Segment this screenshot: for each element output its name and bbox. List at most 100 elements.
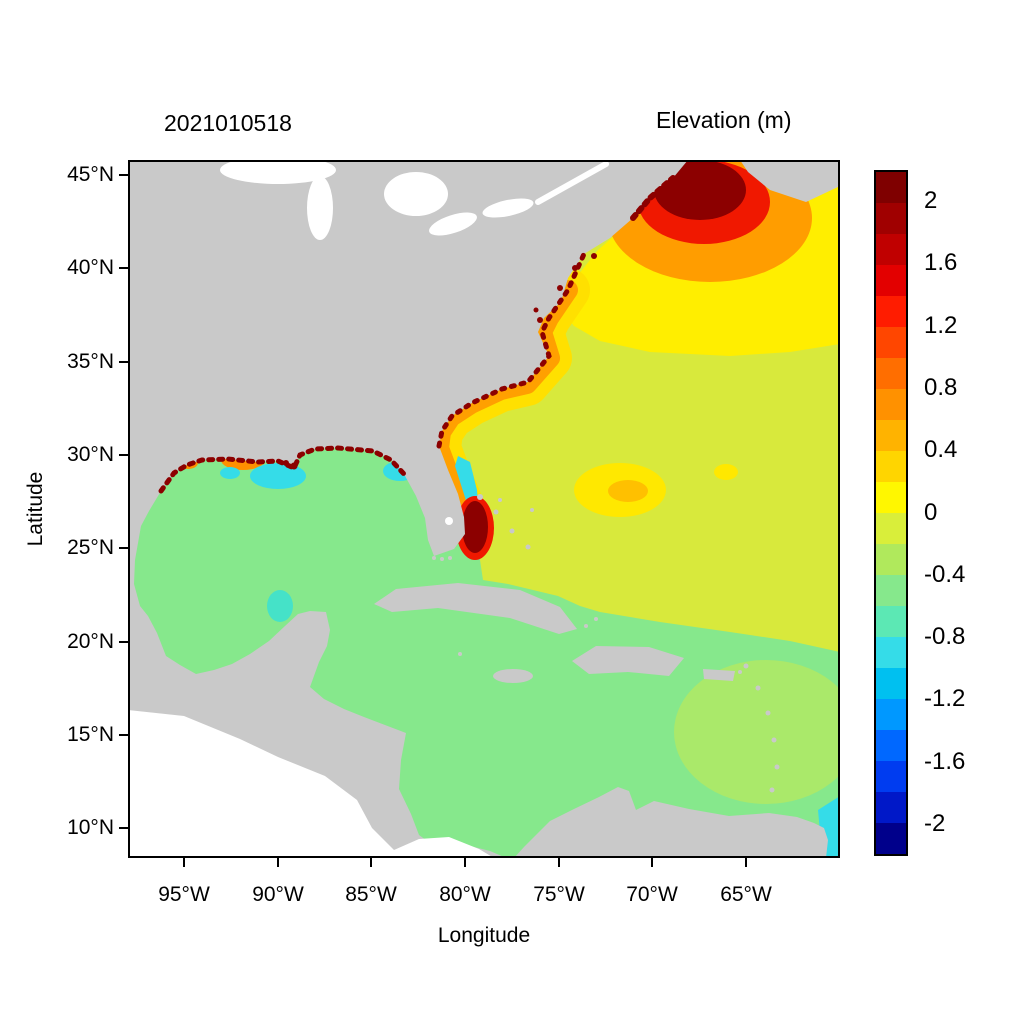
colorbar-tick-label: 0 <box>924 499 938 526</box>
estuary-speckles <box>283 253 597 470</box>
y-tick-label: 10°N <box>67 816 114 839</box>
colorbar-segment <box>876 606 906 637</box>
x-tick-mark <box>277 858 279 867</box>
y-tick-mark <box>119 361 128 363</box>
y-tick-mark <box>119 547 128 549</box>
florida-dark-red-spot <box>462 501 488 553</box>
colorbar-segment <box>876 451 906 482</box>
x-tick-mark <box>183 858 185 867</box>
map-plot-area <box>128 160 840 858</box>
x-tick-mark <box>558 858 560 867</box>
colorbar-segment <box>876 265 906 296</box>
colorbar-segments <box>876 172 906 854</box>
colorbar-tick-label: -1.2 <box>924 685 966 712</box>
atlantic-eddy-amber <box>608 480 648 502</box>
colorbar-segment <box>876 234 906 265</box>
colorbar-segment <box>876 792 906 823</box>
lake-erie <box>429 212 477 236</box>
colorbar-segment <box>876 823 906 854</box>
colorbar-tick-label: -0.4 <box>924 561 966 588</box>
colorbar-segment <box>876 327 906 358</box>
land-bahamas <box>477 494 598 628</box>
colorbar-segment <box>876 172 906 203</box>
colorbar-segment <box>876 358 906 389</box>
x-tick-label: 85°W <box>345 883 397 906</box>
y-axis-title: Latitude <box>24 471 47 547</box>
lake-okeechobee <box>445 517 453 525</box>
x-tick-label: 65°W <box>720 883 772 906</box>
x-tick-mark <box>651 858 653 867</box>
colorbar-tick-label: -0.8 <box>924 623 966 650</box>
land-cuba <box>374 583 577 634</box>
great-lakes-group <box>220 160 534 525</box>
lake-superior <box>220 160 336 184</box>
st-lawrence-river <box>535 161 609 205</box>
y-tick-mark <box>119 641 128 643</box>
y-tick-label: 20°N <box>67 630 114 653</box>
colorbar-segment <box>876 575 906 606</box>
colorbar-segment <box>876 296 906 327</box>
x-tick-label: 80°W <box>439 883 491 906</box>
lake-ontario <box>482 198 534 218</box>
y-tick-label: 45°N <box>67 163 114 186</box>
small-eddy-yellow <box>714 464 738 480</box>
southeast-coast-speckles <box>436 251 587 449</box>
x-tick-mark <box>464 858 466 867</box>
colorbar-segment <box>876 544 906 575</box>
colorbar-segment <box>876 637 906 668</box>
y-tick-label: 15°N <box>67 723 114 746</box>
plot-date-title: 2021010518 <box>164 110 292 136</box>
land-lesser-antilles <box>738 663 780 793</box>
land-jamaica <box>493 669 533 683</box>
x-tick-label: 90°W <box>252 883 304 906</box>
y-tick-label: 25°N <box>67 536 114 559</box>
land-nova-scotia <box>740 160 840 202</box>
y-tick-mark <box>119 267 128 269</box>
colorbar-segment <box>876 482 906 513</box>
x-tick-label: 70°W <box>626 883 678 906</box>
yucatan-turquoise-spot <box>267 590 293 622</box>
y-tick-mark <box>119 734 128 736</box>
colorbar-segment <box>876 203 906 234</box>
x-axis-title: Longitude <box>437 924 531 947</box>
y-tick-label: 30°N <box>67 443 114 466</box>
colorbar-tick-label: 0.8 <box>924 374 958 401</box>
colorbar-segment <box>876 730 906 761</box>
plot-border <box>128 160 840 858</box>
x-tick-label: 95°W <box>158 883 210 906</box>
y-tick-mark <box>119 454 128 456</box>
louisiana-cyan-patch <box>250 463 306 489</box>
colorbar-tick-label: 1.2 <box>924 312 958 339</box>
land-south-america <box>514 787 828 858</box>
maine-coast-speckles <box>630 175 676 221</box>
colorbar-title: Elevation (m) <box>656 107 792 133</box>
colorbar-segment <box>876 699 906 730</box>
x-tick-label: 75°W <box>533 883 585 906</box>
colorbar-tick-label: 1.6 <box>924 249 958 276</box>
colorbar-segment <box>876 420 906 451</box>
y-tick-label: 40°N <box>67 256 114 279</box>
colorbar <box>874 170 908 856</box>
colorbar-segment <box>876 513 906 544</box>
maine-dark-red-core <box>654 160 746 220</box>
colorbar-tick-label: -1.6 <box>924 748 966 775</box>
x-tick-mark <box>370 858 372 867</box>
land-north-america <box>128 160 688 858</box>
colorbar-segment <box>876 389 906 420</box>
east-caribbean-light-fill <box>674 660 840 804</box>
texas-cyan-patch <box>220 467 240 479</box>
lake-michigan <box>307 176 333 240</box>
colorbar-tick-label: -2 <box>924 810 946 837</box>
y-tick-label: 35°N <box>67 350 114 373</box>
land-hispaniola <box>572 646 684 676</box>
elevation-map <box>128 160 840 858</box>
colorbar-segment <box>876 761 906 792</box>
y-tick-mark <box>119 174 128 176</box>
y-tick-mark <box>119 827 128 829</box>
colorbar-tick-label: 0.4 <box>924 436 958 463</box>
lake-huron <box>384 172 448 216</box>
pacific-white-region <box>128 710 494 858</box>
colorbar-tick-label: 2 <box>924 187 938 214</box>
land-group <box>128 160 840 858</box>
